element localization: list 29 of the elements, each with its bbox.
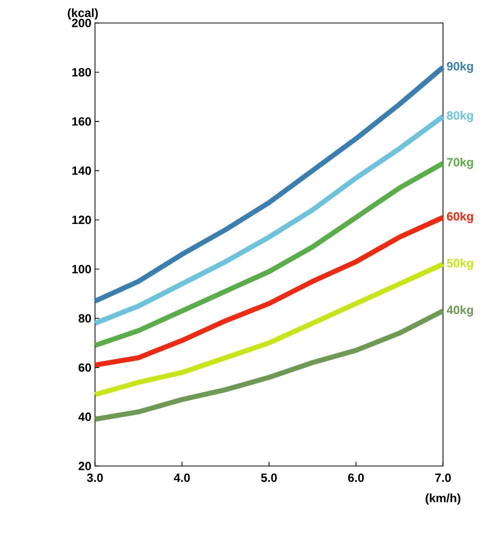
series-label: 80kg (446, 110, 473, 122)
y-tick-label: 60 (78, 363, 91, 372)
y-tick-label: 40 (78, 412, 91, 421)
y-tick-label: 120 (72, 216, 91, 224)
line-series (92, 214, 446, 368)
line-series (92, 160, 446, 348)
series-label: 70kg (447, 158, 473, 169)
series-label: 40kg (446, 305, 473, 317)
x-tick-label: 6.0 (348, 474, 364, 482)
y-tick-label: 200 (72, 18, 91, 28)
line-series (92, 114, 446, 326)
x-axis-title: (km/h) (426, 494, 460, 505)
line-series (92, 308, 446, 422)
line-series (92, 64, 446, 304)
y-tick-label: 140 (72, 166, 91, 175)
x-tick-label: 3.0 (86, 474, 103, 482)
y-tick-label: 20 (78, 462, 91, 470)
x-tick-label: 5.0 (261, 474, 277, 482)
line-series (92, 262, 446, 398)
x-tick-label: 7.0 (435, 474, 451, 482)
y-axis-title: (kcal) (68, 8, 98, 20)
y-tick-label: 180 (72, 68, 91, 76)
series-label: 60kg (446, 212, 473, 224)
y-tick-label: 100 (72, 264, 91, 274)
y-tick-label: 80 (78, 314, 91, 323)
series-label: 90kg (446, 62, 473, 73)
x-tick-label: 4.0 (174, 474, 190, 482)
y-tick-label: 160 (72, 117, 91, 126)
series-label: 50kg (446, 258, 473, 270)
